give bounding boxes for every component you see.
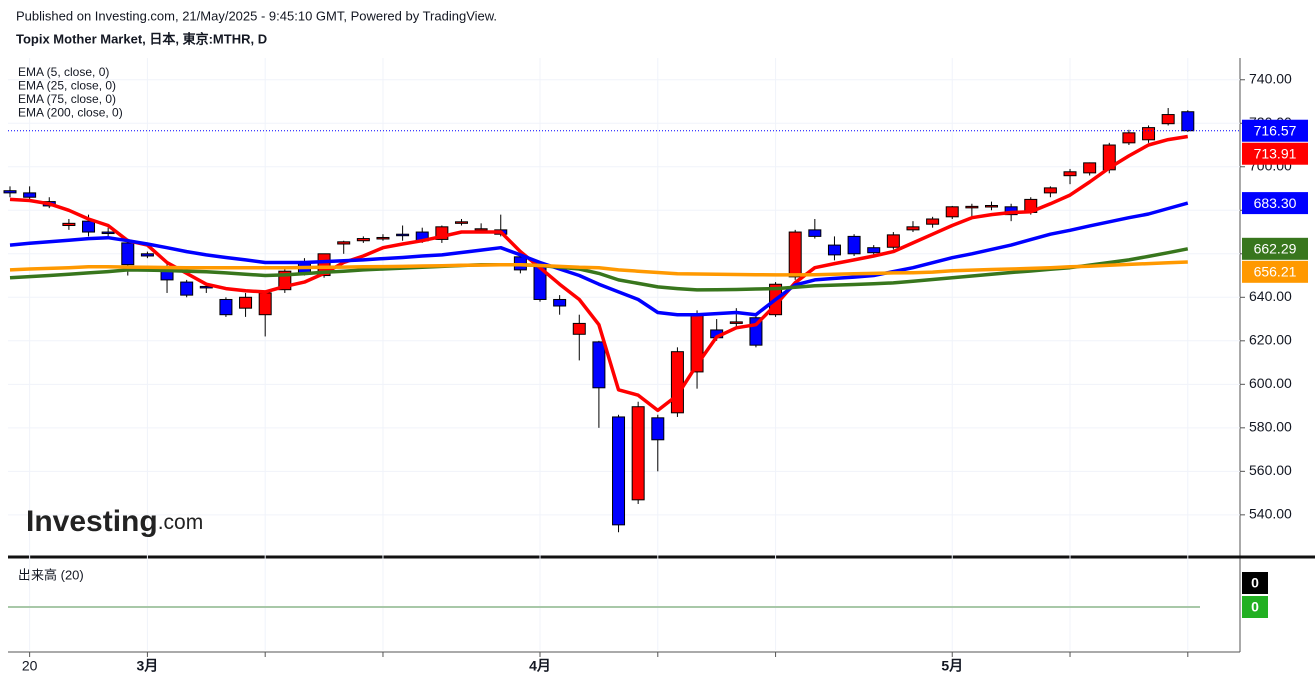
candle-body bbox=[867, 247, 881, 254]
volume-ma-label: 0 bbox=[1251, 575, 1259, 591]
y-tick-label: 540.00 bbox=[1249, 506, 1292, 522]
candle-body bbox=[1181, 111, 1195, 132]
candle-body bbox=[553, 298, 567, 307]
candle-body bbox=[454, 221, 468, 224]
candle-body bbox=[788, 231, 802, 278]
chart-title: Topix Mother Market, 日本, 東京:MTHR, D bbox=[16, 31, 267, 46]
candle-body bbox=[1063, 171, 1077, 177]
y-tick-label: 560.00 bbox=[1249, 462, 1292, 478]
price-label-box bbox=[1242, 237, 1308, 260]
candle-body bbox=[847, 235, 861, 255]
x-tick-label: 20 bbox=[22, 658, 38, 674]
price-label: 713.91 bbox=[1254, 145, 1297, 161]
candle-body bbox=[670, 351, 684, 414]
x-tick-label: 5月 bbox=[941, 658, 963, 674]
y-tick-label: 620.00 bbox=[1249, 332, 1292, 348]
price-label: 716.57 bbox=[1254, 122, 1297, 138]
candle-body bbox=[985, 204, 998, 208]
logo: Investing.com bbox=[26, 505, 203, 538]
volume-box bbox=[1242, 596, 1268, 618]
ema-line bbox=[9, 201, 1189, 317]
candle-body bbox=[239, 296, 253, 309]
candle-body bbox=[926, 218, 940, 225]
legend-entry: EMA (75, close, 0) bbox=[18, 92, 116, 106]
volume-label: 0 bbox=[1251, 599, 1259, 615]
candle-body bbox=[180, 281, 194, 296]
candle-body bbox=[258, 292, 272, 316]
logo-main: Investing.com bbox=[26, 505, 203, 538]
published-note: Published on Investing.com, 21/May/2025 … bbox=[16, 8, 497, 23]
x-tick-label: 3月 bbox=[137, 658, 159, 674]
y-tick-label: 640.00 bbox=[1249, 288, 1292, 304]
candle-body bbox=[886, 234, 900, 248]
candle-body bbox=[337, 241, 351, 245]
price-label-box bbox=[1242, 142, 1308, 165]
price-label-box bbox=[1242, 119, 1308, 142]
candle-body bbox=[945, 206, 959, 218]
legend-entry: EMA (25, close, 0) bbox=[18, 79, 116, 93]
candle-body bbox=[396, 233, 410, 237]
candle-body bbox=[219, 298, 233, 316]
candle-body bbox=[376, 236, 390, 240]
candle-body bbox=[356, 238, 370, 242]
ema-line bbox=[9, 260, 1188, 277]
candle-body bbox=[1122, 132, 1136, 144]
candle-body bbox=[965, 205, 979, 209]
candle-body bbox=[1083, 162, 1097, 174]
candle-body bbox=[592, 341, 606, 389]
price-label: 662.29 bbox=[1254, 241, 1297, 257]
y-tick-label: 740.00 bbox=[1249, 70, 1292, 86]
legend-entry: EMA (200, close, 0) bbox=[18, 106, 123, 120]
candle-body bbox=[23, 192, 37, 198]
candle-body bbox=[651, 417, 665, 441]
candle-body bbox=[3, 190, 17, 194]
volume-title: 出来高 (20) bbox=[18, 567, 84, 582]
candle-body bbox=[101, 231, 115, 235]
candle-body bbox=[1161, 114, 1175, 125]
candle-body bbox=[140, 253, 154, 257]
legend-entry: EMA (5, close, 0) bbox=[18, 65, 109, 79]
price-label: 683.30 bbox=[1254, 195, 1297, 211]
candle-body bbox=[82, 220, 96, 233]
price-label: 656.21 bbox=[1254, 264, 1297, 280]
x-tick-label: 4月 bbox=[529, 658, 551, 674]
price-label-box bbox=[1242, 192, 1308, 215]
volume-ma-box bbox=[1242, 572, 1268, 594]
plot-layer bbox=[3, 58, 1240, 657]
candle-body bbox=[1043, 187, 1057, 194]
candle-body bbox=[631, 406, 645, 501]
candle-body bbox=[1142, 127, 1156, 141]
candle-body bbox=[474, 228, 488, 231]
y-tick-label: 580.00 bbox=[1249, 419, 1292, 435]
ema-line bbox=[9, 247, 1189, 292]
candle-body bbox=[729, 321, 743, 324]
price-label-box bbox=[1242, 260, 1308, 283]
ema-line bbox=[9, 134, 1189, 413]
candle-body bbox=[906, 226, 920, 231]
candle-body bbox=[808, 229, 822, 237]
y-tick-label: 600.00 bbox=[1249, 375, 1292, 391]
candle-body bbox=[62, 222, 76, 227]
candle-body bbox=[572, 322, 586, 335]
candle-body bbox=[121, 242, 135, 266]
candle-body bbox=[612, 416, 626, 526]
candle-body bbox=[827, 244, 841, 256]
